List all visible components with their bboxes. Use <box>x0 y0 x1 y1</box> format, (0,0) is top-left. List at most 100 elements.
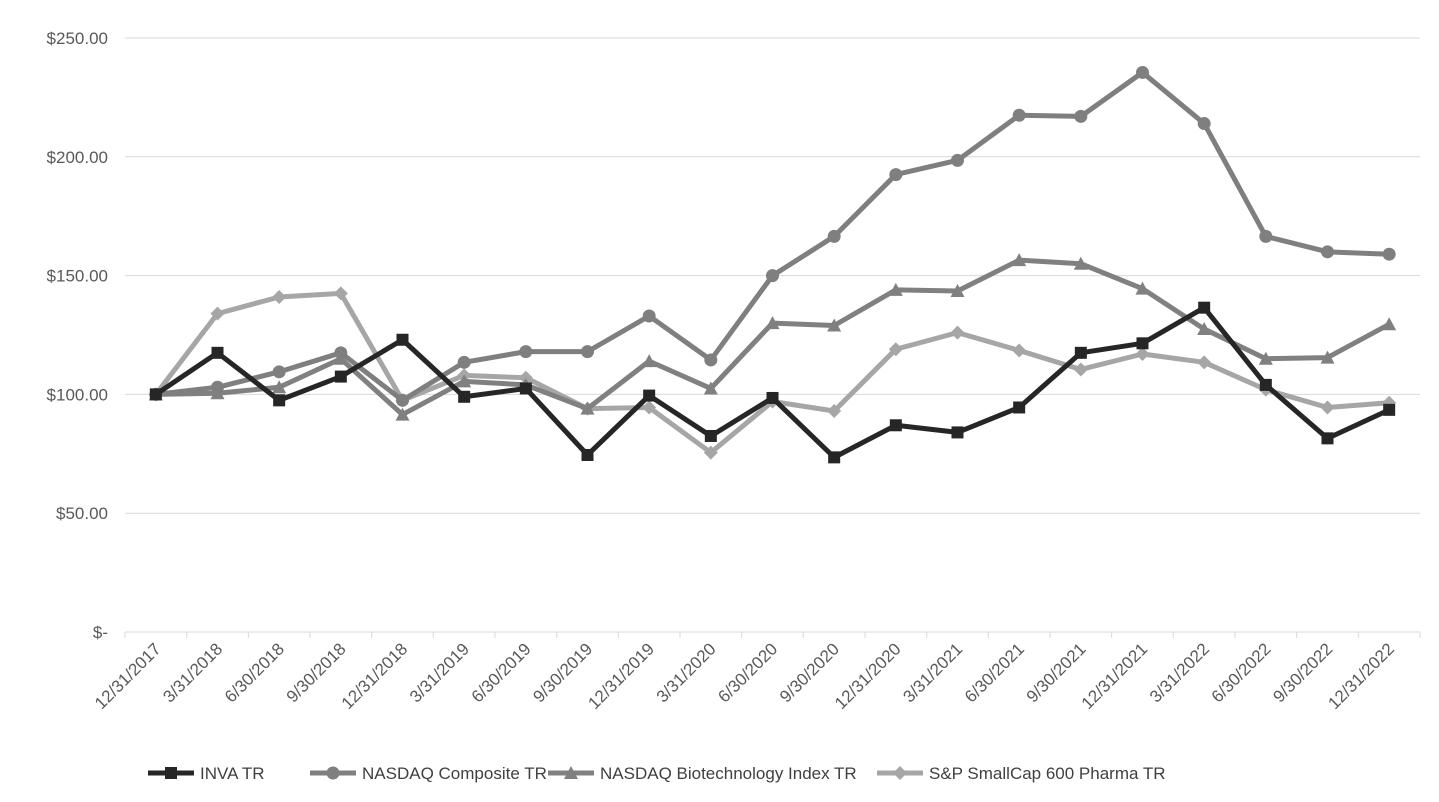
data-point <box>519 382 532 395</box>
data-point <box>273 394 286 407</box>
data-point <box>1382 247 1396 261</box>
data-point <box>211 380 224 394</box>
data-point <box>581 448 594 461</box>
data-point <box>395 407 410 421</box>
data-point <box>333 286 348 301</box>
data-point <box>765 316 780 330</box>
data-point <box>1012 253 1027 267</box>
data-point <box>827 318 842 332</box>
data-point <box>519 345 533 359</box>
data-point <box>458 390 471 403</box>
data-point <box>642 354 657 368</box>
data-point <box>1197 355 1212 370</box>
y-tick-label: $150.00 <box>47 267 108 286</box>
data-point <box>704 429 717 442</box>
series-line <box>153 257 1392 418</box>
x-tick-label: 12/31/2019 <box>584 639 658 713</box>
data-point <box>334 370 347 383</box>
legend-item: S&P SmallCap 600 Pharma TR <box>877 764 1166 783</box>
y-tick-label: $200.00 <box>47 148 108 167</box>
data-point <box>1320 350 1335 364</box>
data-point <box>950 325 965 340</box>
data-point <box>211 346 224 359</box>
data-point <box>1136 337 1149 350</box>
legend-label: NASDAQ Composite TR <box>362 764 547 783</box>
data-point <box>703 381 718 395</box>
data-point <box>889 419 902 432</box>
data-point <box>1320 400 1335 415</box>
data-point <box>1013 401 1026 414</box>
data-point <box>766 391 779 404</box>
data-point <box>643 389 656 402</box>
data-point <box>1197 322 1212 336</box>
data-point <box>703 445 718 460</box>
series-2 <box>148 253 1397 421</box>
legend-marker <box>564 766 578 779</box>
data-point <box>1012 108 1026 122</box>
data-point <box>1135 347 1150 362</box>
data-point <box>210 306 225 321</box>
legend-marker <box>165 767 177 779</box>
y-axis: $250.00 $200.00 $150.00 $100.00 $50.00 $- <box>47 29 108 642</box>
legend-item: NASDAQ Biotechnology Index TR <box>548 764 857 783</box>
legend-label: S&P SmallCap 600 Pharma TR <box>929 764 1166 783</box>
data-point <box>951 426 964 439</box>
data-point <box>1321 245 1334 259</box>
data-point <box>642 400 657 415</box>
data-point <box>1073 256 1088 270</box>
data-point <box>704 353 718 367</box>
data-point <box>334 346 348 360</box>
data-point <box>272 380 287 394</box>
data-point <box>1136 65 1149 79</box>
legend-label: NASDAQ Biotechnology Index TR <box>600 764 857 783</box>
data-point <box>580 401 595 415</box>
series-0 <box>149 301 1396 464</box>
data-point <box>889 168 903 182</box>
data-point <box>1073 362 1088 377</box>
y-tick-label: $250.00 <box>47 29 108 48</box>
data-point <box>827 404 842 419</box>
data-point <box>1074 346 1087 359</box>
data-point <box>518 370 533 385</box>
legend-marker <box>326 766 340 780</box>
data-point <box>1321 432 1334 445</box>
x-tick-label: 6/30/2019 <box>468 639 535 706</box>
data-point <box>1382 317 1397 331</box>
data-point <box>581 345 594 359</box>
x-tick-label: 3/31/2020 <box>653 639 720 706</box>
x-tick-label: 6/30/2022 <box>1208 639 1275 706</box>
data-point <box>766 269 779 283</box>
x-tick-label: 3/31/2022 <box>1146 639 1213 706</box>
data-point <box>951 153 964 167</box>
data-point <box>149 388 162 401</box>
data-point <box>888 282 903 296</box>
y-tick-label: $100.00 <box>47 385 108 404</box>
data-point <box>888 342 903 357</box>
x-tick-label: 12/31/2020 <box>831 639 905 713</box>
x-tick-label: 6/30/2021 <box>961 639 1028 706</box>
data-point <box>1383 403 1396 416</box>
x-tick-label: 12/31/2018 <box>338 639 412 713</box>
data-point <box>457 355 471 369</box>
legend-item: INVA TR <box>148 764 265 783</box>
legend: INVA TR NASDAQ Composite TR NASDAQ Biotech… <box>148 764 1166 783</box>
data-point <box>828 451 841 464</box>
x-tick-label: 6/30/2018 <box>221 639 288 706</box>
data-point <box>272 289 287 304</box>
y-tick-label: $50.00 <box>56 504 108 523</box>
data-point <box>1074 109 1088 123</box>
series-1 <box>149 65 1396 407</box>
data-point <box>1135 281 1150 295</box>
legend-item: NASDAQ Composite TR <box>310 764 547 783</box>
x-tick-label: 12/31/2022 <box>1324 639 1398 713</box>
x-tick-label: 3/31/2018 <box>159 639 226 706</box>
data-point <box>1197 117 1211 131</box>
data-point <box>1259 378 1272 391</box>
data-point <box>1258 351 1273 365</box>
data-point <box>396 393 409 407</box>
data-point <box>396 333 409 346</box>
data-point <box>1259 229 1273 243</box>
data-point <box>457 374 472 388</box>
